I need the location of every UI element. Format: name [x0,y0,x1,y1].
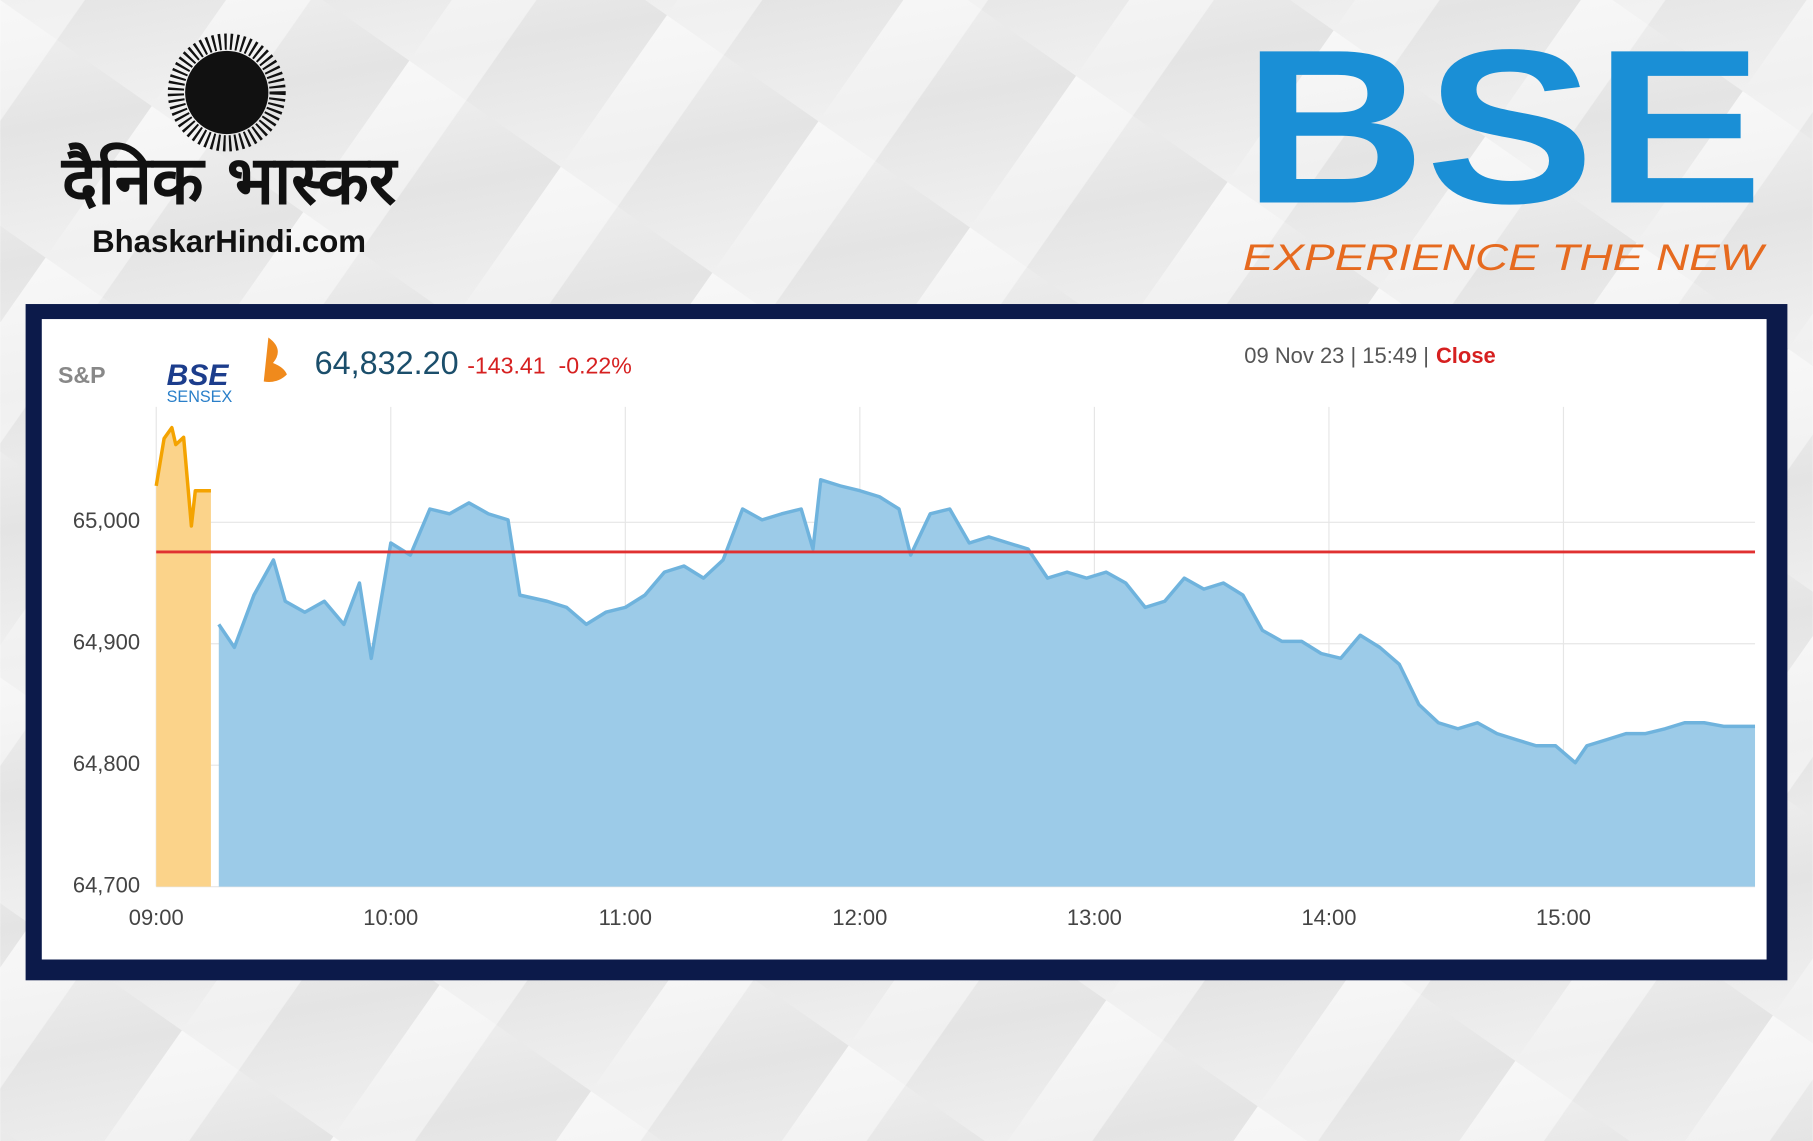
index-name: SENSEX [167,388,233,406]
change: -143.41 [467,353,545,379]
market-status: Close [1436,343,1496,368]
index-brand: BSE [167,359,230,392]
x-tick-label: 11:00 [599,905,652,930]
y-tick-label: 64,900 [73,630,140,655]
y-tick-label: 64,700 [73,872,140,897]
timestamp: 09 Nov 23 | 15:49 | [1244,343,1429,368]
x-tick-label: 09:00 [129,905,184,930]
exchange-logo-text: BSE [1243,4,1763,250]
change-percent: -0.22% [559,353,632,379]
newspaper-name: दैनिक भास्कर [60,142,399,220]
exchange-tagline: EXPERIENCE THE NEW [1243,237,1767,278]
y-tick-label: 64,800 [73,751,140,776]
y-tick-label: 65,000 [73,508,140,533]
plot-area: 64,700 64,800 64,900 65,000 09:00 10:00 11:00 1… [73,406,1756,930]
x-tick-label: 15:00 [1536,905,1591,930]
index-provider: S&P [58,362,106,388]
price-line [154,425,211,528]
newspaper-logo: दैनिक भास्कर BhaskarHindi.com [60,33,399,259]
price-line [217,478,1756,765]
exchange-logo: BSE EXPERIENCE THE NEW [1243,4,1767,278]
x-tick-label: 13:00 [1067,905,1122,930]
index-header: S&P BSE SENSEX 64,832.20 -143.41 -0.22% … [58,337,1496,406]
newspaper-site: BhaskarHindi.com [92,224,366,259]
sun [185,50,269,135]
area-fill [218,479,1756,887]
x-tick-label: 12:00 [832,905,887,930]
price: 64,832.20 [315,345,459,381]
brand-flame [263,337,287,382]
sun-rays [167,33,286,152]
x-tick-label: 14:00 [1301,905,1356,930]
x-tick-label: 10:00 [363,905,418,930]
area-fill [156,427,211,887]
